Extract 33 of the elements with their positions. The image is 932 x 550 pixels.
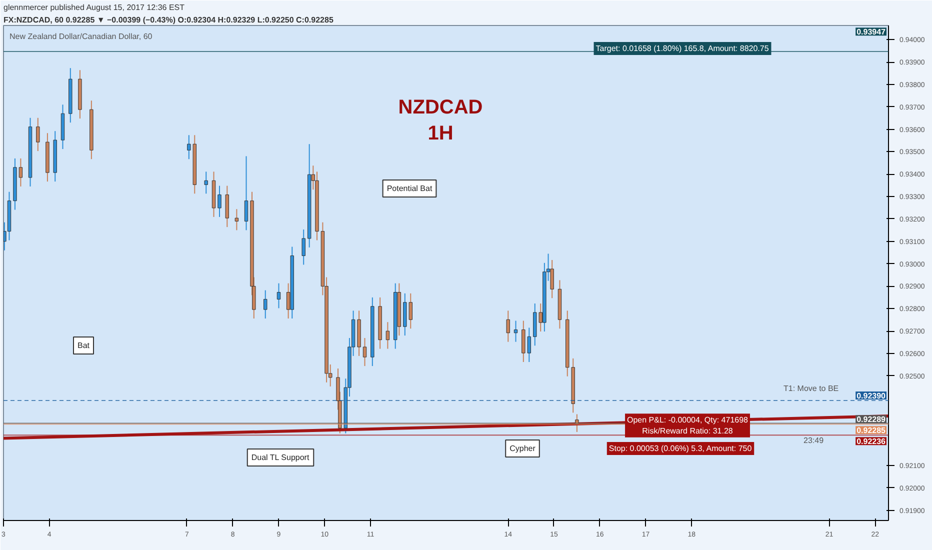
annotation: Target: 0.01658 (1.80%) 165.8, Amount: 8820.75 — [596, 44, 770, 53]
candlestick — [264, 290, 268, 320]
ref-line-label: 0.92390 — [856, 391, 886, 400]
candlestick — [276, 282, 281, 309]
candlestick — [386, 322, 390, 350]
annotation: Dual TL Support — [251, 453, 310, 462]
annotation: 23:49 — [804, 436, 824, 445]
candlestick — [506, 310, 510, 342]
annotation: T1: Move to BE — [784, 384, 839, 393]
annotation: Bat — [77, 341, 90, 350]
candlestick — [514, 320, 518, 342]
ref-line-label: 0.92285 — [856, 426, 886, 436]
candlestick — [204, 171, 208, 194]
annotation: Stop: 0.00053 (0.06%) 5.3, Amount: 750 — [608, 444, 752, 453]
candlestick — [225, 185, 229, 228]
annotation: New Zealand Dollar/Canadian Dollar, 60 — [10, 32, 153, 41]
candlestick — [234, 208, 239, 231]
chart-subtitle: glennmercer published August 15, 2017 12:36 EST — [4, 3, 185, 12]
ref-line-label: 0.93947 — [856, 28, 886, 37]
candlestick — [36, 117, 40, 152]
ref-line-label: 0.92236 — [856, 437, 886, 446]
ref-line-label: 0.92289 — [856, 415, 886, 424]
annotation: Potential Bat — [386, 184, 433, 193]
candlestick — [218, 185, 222, 218]
candlestick — [550, 259, 554, 299]
text: NZDCAD 1H — [398, 96, 483, 145]
candlestick — [362, 338, 367, 367]
candlestick — [244, 156, 248, 231]
annotation: Open P&L: -0.00004, Qty: 471698 Risk/Reward Ratio: 31.28 — [627, 416, 749, 436]
text: FX:NZDCAD, 60 0.92285 ▼ −0.00399 (−0.43%) O:0.92304 H:0.92329 L:0.92250 C:0.92285 — [4, 16, 334, 24]
annotation: Cypher — [510, 444, 536, 453]
candlestick — [302, 229, 306, 266]
candlestick — [18, 158, 23, 187]
